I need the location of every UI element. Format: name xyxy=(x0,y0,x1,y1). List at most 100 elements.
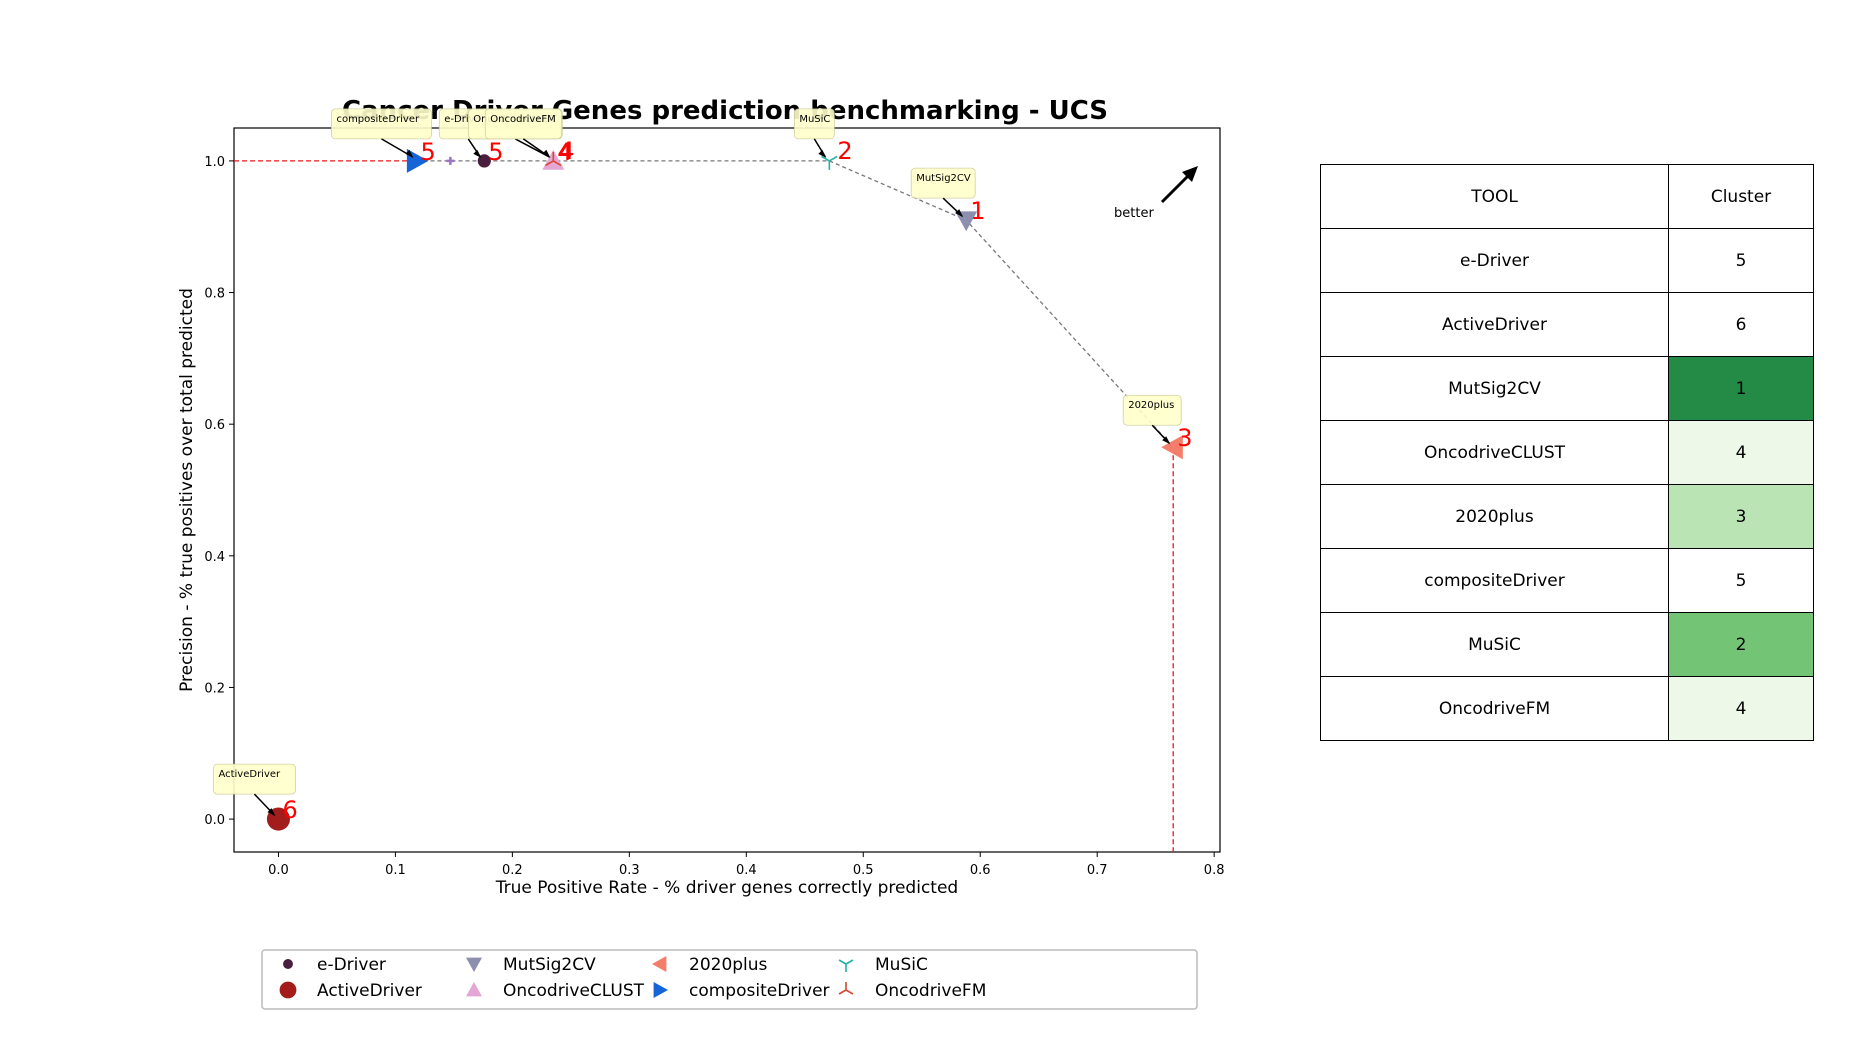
x-tick-label: 0.0 xyxy=(268,863,289,878)
table-row: compositeDriver 5 xyxy=(1320,548,1814,613)
cluster-cell: 4 xyxy=(1668,420,1814,485)
legend-marker xyxy=(279,981,297,999)
legend-item: 2020plus xyxy=(652,955,768,975)
extra-point xyxy=(446,156,455,165)
annotation-arrowhead xyxy=(818,149,827,158)
legend-label: OncodriveCLUST xyxy=(503,981,645,1001)
legend-marker xyxy=(283,959,293,969)
annotation-label: 2020plus xyxy=(1128,400,1174,411)
tool-cell: MutSig2CV xyxy=(1320,356,1669,421)
table-row: e-Driver 5 xyxy=(1320,228,1814,293)
y-tick-label: 0.2 xyxy=(204,681,225,696)
x-tick-label: 0.8 xyxy=(1204,863,1225,878)
tool-cell: OncodriveFM xyxy=(1320,676,1669,741)
tool-cell: compositeDriver xyxy=(1320,548,1669,613)
x-tick-label: 0.1 xyxy=(385,863,406,878)
tool-cell: e-Driver xyxy=(1320,228,1669,293)
table-header-row: TOOL Cluster xyxy=(1320,164,1814,229)
legend-box xyxy=(261,949,1198,1010)
legend-marker xyxy=(466,957,482,972)
point-oncodrivefm xyxy=(545,151,562,167)
annotation-arrowhead xyxy=(955,209,964,218)
y-tick-label: 1.0 xyxy=(204,155,225,170)
annotation-arrowhead xyxy=(542,149,551,158)
legend-marker xyxy=(653,982,668,998)
cluster-label: 5 xyxy=(420,138,435,166)
legend-item: OncodriveCLUST xyxy=(466,981,645,1001)
cluster-cell: 5 xyxy=(1668,548,1814,613)
tool-cell: MuSiC xyxy=(1320,612,1669,677)
axes: 0.0 0.1 0.2 0.3 0.4 0.5 0.6 0.7 0.8 0.0 0.2 0.4 0.6 0… xyxy=(204,155,1224,878)
legend: e-Driver ActiveDriver MutSig2CV OncodriveCL… xyxy=(261,949,1198,1010)
annotation-arrowhead xyxy=(473,149,482,158)
legend-label: e-Driver xyxy=(317,955,386,975)
cluster-label: 3 xyxy=(1177,424,1192,452)
better-arrow xyxy=(1160,166,1198,204)
cluster-label: 1 xyxy=(970,197,985,225)
legend-label: ActiveDriver xyxy=(317,981,422,1001)
data-points xyxy=(266,148,1183,831)
table-row: 2020plus 3 xyxy=(1320,484,1814,549)
annotation-label: MuSiC xyxy=(799,114,830,125)
table-header-cell: TOOL xyxy=(1320,164,1669,229)
point-mutsig2cv xyxy=(955,211,978,232)
cluster-cell: 5 xyxy=(1668,228,1814,293)
point-2020plus xyxy=(1161,435,1183,460)
tool-cell: OncodriveCLUST xyxy=(1320,420,1669,485)
cluster-cell: 3 xyxy=(1668,484,1814,549)
cluster-label: 6 xyxy=(282,796,297,824)
legend-label: OncodriveFM xyxy=(875,981,986,1001)
point-compositedriver xyxy=(406,148,429,173)
legend-marker xyxy=(652,956,667,972)
cluster-cell: 2 xyxy=(1668,612,1814,677)
point-music xyxy=(821,155,838,170)
annotation-label: ActiveDriver xyxy=(218,769,281,780)
x-tick-label: 0.7 xyxy=(1087,863,1108,878)
cluster-cell: 6 xyxy=(1668,292,1814,357)
cluster-cell: 4 xyxy=(1668,676,1814,741)
legend-item: ActiveDriver xyxy=(279,981,422,1001)
legend-item: MutSig2CV xyxy=(466,955,596,975)
y-tick-label: 0.8 xyxy=(204,287,225,302)
annotation-arrowhead xyxy=(405,149,414,158)
cluster-label: 5 xyxy=(488,138,503,166)
legend-label: 2020plus xyxy=(689,955,768,975)
annotation-label: OncodriveFM xyxy=(490,114,556,125)
legend-item: MuSiC xyxy=(838,955,928,975)
legend-item: OncodriveFM xyxy=(838,981,986,1001)
cluster-label: 2 xyxy=(837,137,852,165)
table-row: OncodriveCLUST 4 xyxy=(1320,420,1814,485)
x-tick-label: 0.3 xyxy=(619,863,640,878)
annotations: e-Driver 5 ActiveDriver 6 MutSig2CV 1 Oncodriv… xyxy=(213,108,1192,824)
y-axis-label: Precision - % true positives over total … xyxy=(177,288,197,692)
guide-lines xyxy=(234,160,1174,852)
y-tick-label: 0.0 xyxy=(204,813,225,828)
legend-label: compositeDriver xyxy=(689,981,830,1001)
legend-marker xyxy=(838,959,854,972)
table-header-cell: Cluster xyxy=(1668,164,1814,229)
legend-marker xyxy=(466,982,482,997)
cluster-label: 4 xyxy=(559,137,574,165)
cluster-label: 4 xyxy=(557,138,572,166)
cluster-table: TOOL Cluster e-Driver 5 ActiveDriver 6 MutSig2… xyxy=(1320,164,1814,741)
annotation-label: MutSig2CV xyxy=(916,173,971,184)
annotation-box xyxy=(484,108,562,140)
tool-cell: ActiveDriver xyxy=(1320,292,1669,357)
plot-area xyxy=(233,127,1221,853)
tool-cell: 2020plus xyxy=(1320,484,1669,549)
pareto-front-line xyxy=(416,160,1174,448)
annotation-arrowhead xyxy=(1162,436,1171,445)
y-tick-label: 0.4 xyxy=(204,550,225,565)
legend-label: MutSig2CV xyxy=(503,955,596,975)
x-tick-label: 0.4 xyxy=(736,863,757,878)
annotation-label: compositeDriver xyxy=(336,114,420,125)
legend-marker xyxy=(838,982,854,995)
table-row: MuSiC 2 xyxy=(1320,612,1814,677)
table-row: OncodriveFM 4 xyxy=(1320,676,1814,741)
cluster-cell: 1 xyxy=(1668,356,1814,421)
annotation-arrowhead xyxy=(267,808,276,817)
table-row: ActiveDriver 6 xyxy=(1320,292,1814,357)
x-axis-label: True Positive Rate - % driver genes corr… xyxy=(495,878,958,898)
y-tick-label: 0.6 xyxy=(204,418,225,433)
